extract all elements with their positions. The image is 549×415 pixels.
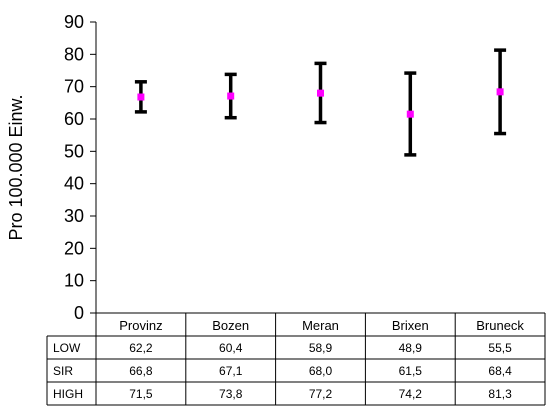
table-cell: 60,4 [219, 341, 243, 355]
table-row-label: LOW [53, 341, 81, 355]
table-cell: 67,1 [219, 364, 243, 378]
y-tick-label: 40 [64, 174, 84, 194]
category-label: Provinz [119, 318, 162, 333]
table-cell: 77,2 [309, 387, 333, 401]
table-cell: 48,9 [399, 341, 423, 355]
y-tick-label: 0 [74, 303, 84, 323]
y-tick-label: 70 [64, 77, 84, 97]
table-cell: 55,5 [488, 341, 512, 355]
table-row-label: HIGH [53, 387, 83, 401]
sir-point [496, 88, 504, 96]
sir-point [227, 92, 235, 100]
table-cell: 71,5 [129, 387, 153, 401]
table-row-label: SIR [53, 364, 73, 378]
sir-point [406, 110, 414, 118]
table-cell: 68,0 [309, 364, 333, 378]
table-cell: 58,9 [309, 341, 333, 355]
table-cell: 61,5 [399, 364, 423, 378]
y-tick-label: 20 [64, 238, 84, 258]
y-tick-label: 30 [64, 206, 84, 226]
category-label: Bruneck [476, 318, 524, 333]
sir-point [137, 93, 145, 101]
category-label: Brixen [392, 318, 429, 333]
sir-point [317, 89, 324, 97]
table-cell: 74,2 [399, 387, 423, 401]
table-cell: 73,8 [219, 387, 243, 401]
table-cell: 81,3 [488, 387, 512, 401]
y-tick-label: 10 [64, 271, 84, 291]
table-cell: 66,8 [129, 364, 153, 378]
y-tick-label: 50 [64, 141, 84, 161]
table-cell: 68,4 [488, 364, 512, 378]
y-tick-label: 90 [64, 12, 84, 32]
y-tick-label: 80 [64, 44, 84, 64]
category-label: Meran [302, 318, 339, 333]
y-axis-label: Pro 100.000 Einw. [6, 94, 26, 240]
y-tick-label: 60 [64, 109, 84, 129]
table-cell: 62,2 [129, 341, 153, 355]
category-label: Bozen [212, 318, 249, 333]
